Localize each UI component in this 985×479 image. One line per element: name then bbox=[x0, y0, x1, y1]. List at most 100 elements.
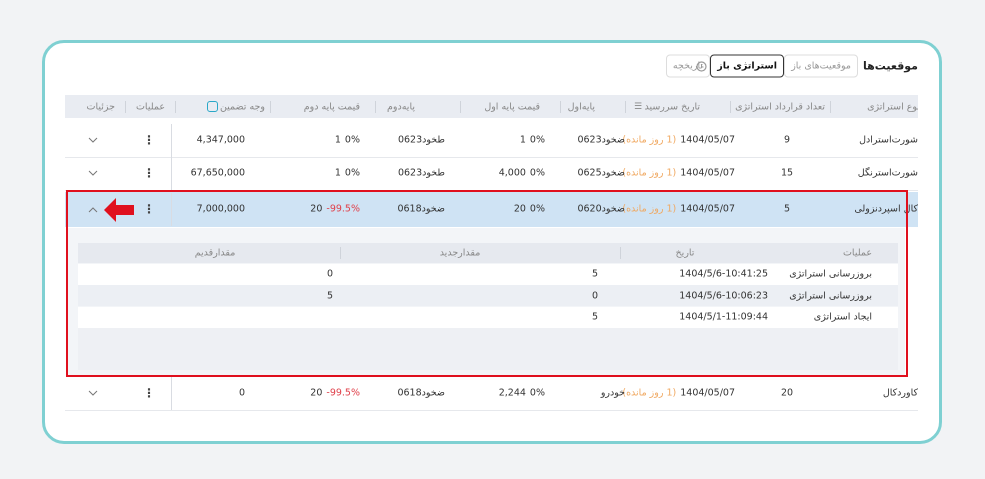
date: 1404/5/6-10:41:25 bbox=[679, 268, 768, 280]
expiry-date: 1404/05/07 bbox=[680, 387, 735, 399]
details-row bbox=[78, 263, 898, 285]
margin: 67,650,000 bbox=[190, 167, 245, 179]
price: 1 bbox=[334, 134, 341, 146]
operation: ایجاد استراتژی bbox=[813, 311, 872, 323]
collapse-button[interactable] bbox=[88, 206, 98, 213]
column-header: نوع استراتژی bbox=[867, 101, 918, 113]
column-header: تعداد قرارداد استراتژی bbox=[735, 101, 825, 113]
date: 1404/5/6-10:06:23 bbox=[679, 290, 768, 301]
expand-button[interactable] bbox=[88, 137, 98, 144]
price2: 20 -99.5% bbox=[310, 388, 360, 399]
tab[interactable]: استراتژی باز bbox=[710, 54, 784, 78]
expiry: 1404/05/07(1 روز مانده) bbox=[622, 388, 735, 399]
change: -99.5% bbox=[326, 387, 360, 399]
change: 0% bbox=[529, 167, 545, 179]
column-header: قیمت پایه دوم bbox=[303, 101, 360, 113]
sort-icon: ☰ bbox=[634, 102, 643, 112]
details-column-header: مقدارقدیم bbox=[194, 247, 236, 259]
price: 20 bbox=[513, 203, 526, 215]
price2: 1 0% bbox=[335, 168, 360, 179]
header-separator bbox=[375, 101, 376, 113]
contract-count: 9 bbox=[783, 134, 791, 146]
days-remaining: (1 روز مانده) bbox=[622, 167, 677, 179]
details-column-header: مقدارجدید bbox=[439, 247, 481, 259]
selected-row bbox=[65, 192, 918, 227]
divider bbox=[171, 157, 172, 190]
help-icon bbox=[207, 101, 218, 112]
expand-button[interactable] bbox=[88, 390, 98, 397]
column-header: وجه تضمین bbox=[219, 101, 265, 113]
price2: 20 -99.5% bbox=[310, 204, 360, 215]
base1: ضخود0625 bbox=[577, 167, 625, 179]
menu-button[interactable]: ⋮ bbox=[143, 386, 155, 400]
margin: 7,000,000 bbox=[196, 203, 245, 215]
details-column-header: تاریخ bbox=[675, 247, 695, 259]
tab[interactable]: تاریخچه bbox=[665, 54, 710, 78]
old-value: 0 bbox=[326, 268, 333, 280]
details-empty bbox=[78, 328, 898, 370]
column-header: جزئیات bbox=[86, 101, 115, 113]
new-value: 0 bbox=[591, 290, 598, 301]
expiry: 1404/05/07(1 روز مانده) bbox=[622, 168, 735, 179]
change: 0% bbox=[344, 167, 360, 179]
date: 1404/5/1-11:09:44 bbox=[679, 311, 768, 323]
header-separator bbox=[175, 101, 176, 113]
column-header: تاریخ سررسید bbox=[644, 101, 700, 113]
column-header: پایه‌دوم bbox=[387, 101, 415, 113]
page-title: موقعیت‌ها bbox=[862, 59, 918, 73]
margin: 0 bbox=[238, 387, 245, 399]
change: 0% bbox=[344, 134, 360, 146]
days-remaining: (1 روز مانده) bbox=[622, 134, 677, 146]
change: 0% bbox=[529, 134, 545, 146]
strategy-name: شورت‌استرنگل bbox=[857, 167, 918, 179]
expand-button[interactable] bbox=[88, 170, 98, 177]
change: -99.5% bbox=[326, 203, 360, 215]
base2: ضخود0618 bbox=[397, 203, 445, 215]
expiry-date: 1404/05/07 bbox=[680, 167, 735, 179]
price: 20 bbox=[310, 387, 323, 399]
price1: 1 0% bbox=[520, 135, 545, 146]
menu-button[interactable]: ⋮ bbox=[143, 202, 155, 216]
column-header: پایه‌اول bbox=[567, 101, 595, 113]
menu-button[interactable]: ⋮ bbox=[143, 133, 155, 147]
expiry: 1404/05/07(1 روز مانده) bbox=[622, 204, 735, 215]
header-separator bbox=[625, 101, 626, 113]
change: 0% bbox=[529, 387, 545, 399]
table-header bbox=[65, 95, 918, 118]
history-icon bbox=[696, 61, 707, 72]
strategy-name: کاوردکال bbox=[882, 387, 918, 399]
operation: بروزرسانی استراتژی bbox=[789, 290, 872, 301]
price: 1 bbox=[334, 167, 341, 179]
column-header: قیمت پایه اول bbox=[484, 101, 540, 113]
details-row bbox=[78, 285, 898, 306]
days-remaining: (1 روز مانده) bbox=[622, 203, 677, 215]
contract-count: 5 bbox=[783, 203, 791, 215]
details-column-header: عملیات bbox=[842, 247, 872, 259]
price1: 4,000 0% bbox=[499, 168, 545, 179]
price: 20 bbox=[310, 203, 323, 215]
row-separator bbox=[65, 410, 918, 411]
price2: 1 0% bbox=[335, 135, 360, 146]
table-area: نوع استراتژی تعداد قرارداد استراتژی تاریخ … bbox=[65, 0, 918, 479]
divider bbox=[171, 193, 172, 226]
base2: طخود0623 bbox=[397, 134, 445, 146]
contract-count: 15 bbox=[780, 167, 794, 179]
contract-count: 20 bbox=[780, 387, 794, 399]
strategy-name: شورت‌استرادل bbox=[859, 134, 918, 146]
column-header: عملیات bbox=[135, 101, 165, 113]
old-value: 5 bbox=[326, 290, 333, 301]
tab[interactable]: موقعیت‌های باز bbox=[784, 54, 858, 78]
header-separator bbox=[340, 247, 341, 259]
base1: ضخود0623 bbox=[577, 134, 625, 146]
header-separator bbox=[460, 101, 461, 113]
highlight-box bbox=[66, 190, 908, 377]
days-remaining: (1 روز مانده) bbox=[622, 387, 677, 399]
change: 0% bbox=[529, 203, 545, 215]
details-row bbox=[78, 306, 898, 328]
menu-button[interactable]: ⋮ bbox=[143, 166, 155, 180]
new-value: 5 bbox=[591, 268, 598, 280]
details-header bbox=[78, 243, 898, 263]
expiry: 1404/05/07(1 روز مانده) bbox=[622, 135, 735, 146]
price: 1 bbox=[519, 134, 526, 146]
base2: طخود0623 bbox=[397, 167, 445, 179]
